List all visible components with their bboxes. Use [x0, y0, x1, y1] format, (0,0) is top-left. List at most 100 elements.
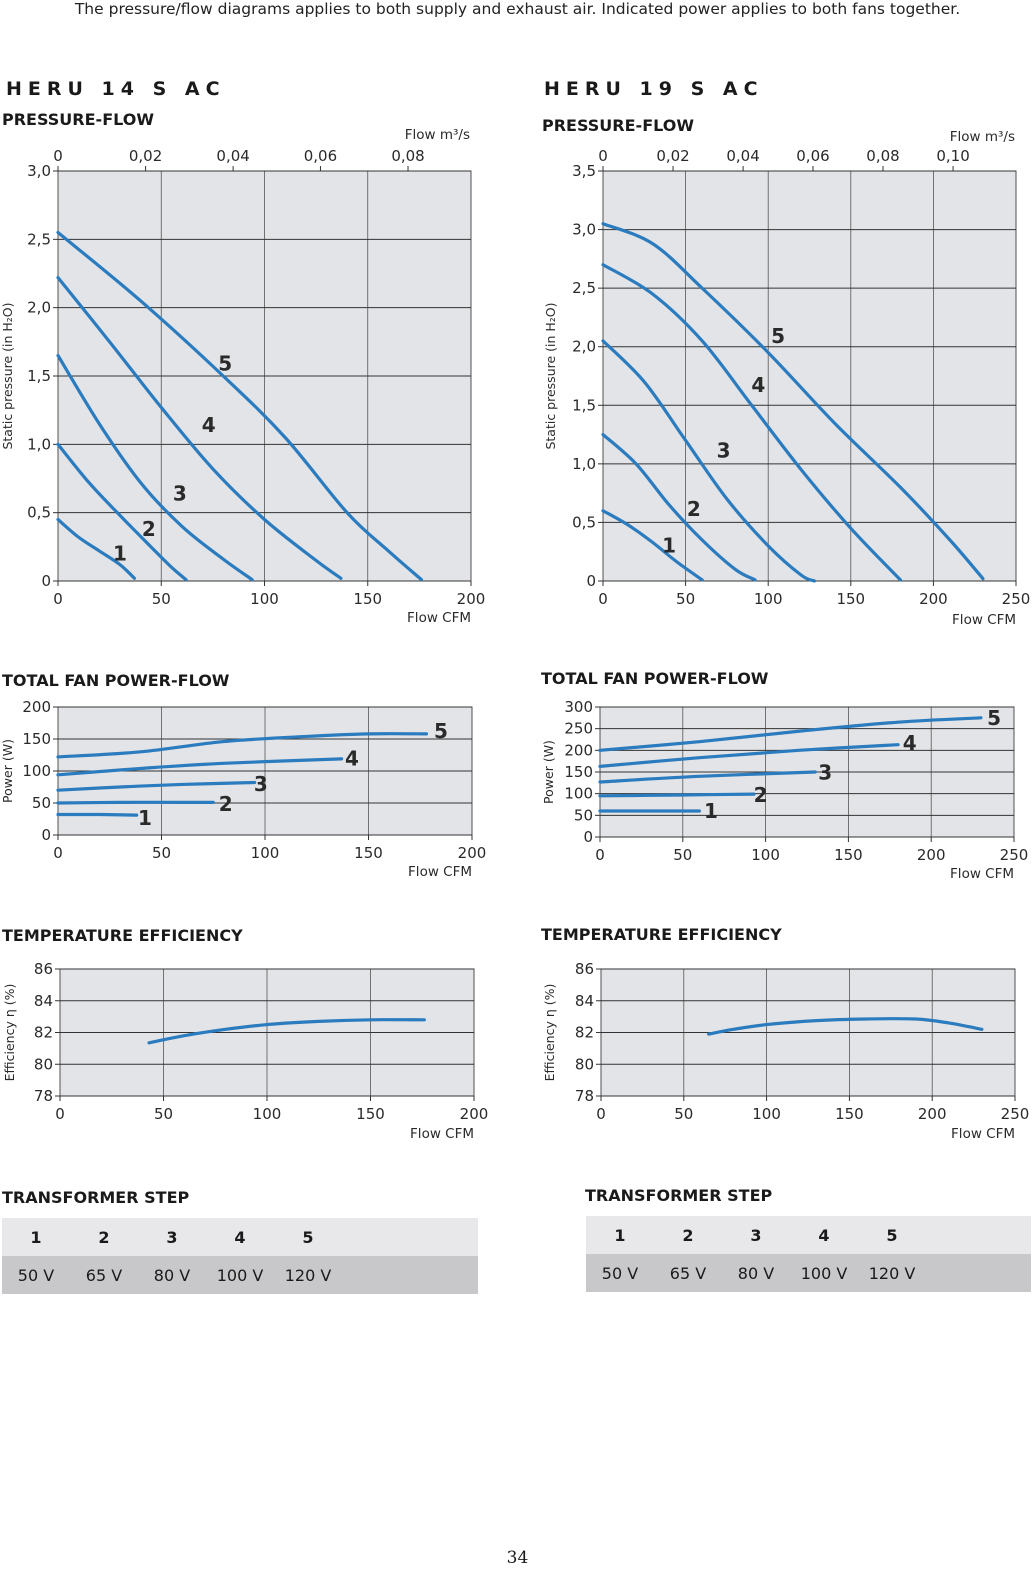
x2-tick-label: 0,06 — [796, 147, 829, 165]
step-cell: 3 — [166, 1227, 178, 1247]
voltage-cell: 65 V — [669, 1263, 707, 1283]
series-label-1: 1 — [662, 534, 676, 558]
x2-tick-label: 0,02 — [656, 147, 689, 165]
y-tick-label: 200 — [564, 741, 593, 759]
series-line-1 — [56, 812, 139, 817]
y-tick-label: 2,5 — [27, 230, 51, 248]
x-tick-label: 50 — [673, 846, 692, 864]
x-tick-label: 100 — [251, 844, 280, 862]
y-tick-label: 300 — [564, 698, 593, 716]
y-tick-label: 250 — [564, 720, 593, 738]
series-line-2 — [56, 800, 215, 805]
section-title-transformer-heru19: TRANSFORMER STEP — [585, 1186, 773, 1205]
series-line-5 — [598, 716, 983, 752]
x-tick-label: 200 — [919, 590, 948, 608]
series-line-4 — [601, 263, 902, 582]
series-line-1 — [601, 509, 704, 582]
series-line-4 — [56, 757, 344, 777]
x2-tick-label: 0,08 — [866, 147, 899, 165]
step-cell: 2 — [98, 1227, 110, 1247]
y-tick-label: 80 — [34, 1055, 53, 1073]
y-tick-label: 100 — [22, 762, 51, 780]
y-axis-label: Power (W) — [541, 740, 556, 804]
step-cell: 2 — [682, 1225, 694, 1245]
y-tick-label: 84 — [34, 992, 53, 1010]
step-cell: 4 — [234, 1227, 246, 1247]
model-title-heru19: HERU 19 S AC — [544, 78, 764, 100]
voltage-cell: 100 V — [800, 1263, 848, 1283]
series-line-3 — [601, 339, 817, 583]
transformer-steps-row: 1 2 3 4 5 — [2, 1218, 478, 1256]
y-tick-label: 150 — [22, 730, 51, 748]
y-tick-label: 78 — [34, 1087, 53, 1105]
x-tick-label: 150 — [834, 846, 863, 864]
y-tick-label: 86 — [34, 960, 53, 978]
section-title-power-heru19: TOTAL FAN POWER-FLOW — [541, 669, 769, 688]
y-tick-label: 0 — [586, 572, 596, 590]
series-label-1: 1 — [138, 806, 152, 830]
y-tick-label: 0 — [583, 828, 593, 846]
series-label-3: 3 — [254, 772, 268, 796]
y-tick-label: 200 — [22, 698, 51, 716]
plot-area — [602, 170, 1017, 582]
series-label-4: 4 — [903, 731, 917, 755]
chart-w14: 0 50 100 150 200 0 50 100 150 200 Flow CFM Power (W… — [0, 698, 486, 880]
series-label-1: 1 — [704, 799, 718, 823]
x-tick-label: 200 — [918, 1105, 947, 1123]
series-line-2 — [56, 442, 188, 582]
transformer-voltages-row: 50 V 65 V 80 V 100 V 120 V — [586, 1254, 1031, 1292]
transformer-voltages-row: 50 V 65 V 80 V 100 V 120 V — [2, 1256, 478, 1294]
x-tick-label: 0 — [596, 1105, 606, 1123]
series-line-efficiency — [147, 1018, 426, 1045]
y-tick-label: 84 — [575, 992, 594, 1010]
series-label-2: 2 — [219, 792, 233, 816]
x-tick-label: 200 — [917, 846, 946, 864]
y-tick-label: 0,5 — [572, 513, 596, 531]
x-tick-label: 150 — [354, 844, 383, 862]
x-axis-label: Flow CFM — [951, 1126, 1015, 1142]
series-line-2 — [598, 792, 756, 798]
voltage-cell: 120 V — [284, 1265, 332, 1285]
voltage-cell: 50 V — [17, 1265, 55, 1285]
series-label-3: 3 — [818, 761, 832, 785]
x-tick-label: 200 — [458, 844, 487, 862]
chart-e19: 0 50 100 150 200 250 78 80 82 84 86 Flow CFM Efficie… — [542, 960, 1029, 1142]
x-axis-label: Flow CFM — [952, 612, 1016, 628]
voltage-cell: 50 V — [601, 1263, 639, 1283]
chart-w19: 0 50 100 150 200 250 0 50 100 150 200 250 300 Flow CF… — [541, 698, 1028, 882]
section-title-efficiency-heru14: TEMPERATURE EFFICIENCY — [2, 926, 243, 945]
x-tick-label: 200 — [460, 1105, 489, 1123]
series-label-2: 2 — [142, 517, 156, 541]
series-label-5: 5 — [434, 719, 448, 743]
x-tick-label: 100 — [754, 590, 783, 608]
voltage-cell: 65 V — [85, 1265, 123, 1285]
x2-axis-label: Flow m³/s — [950, 129, 1015, 145]
y-tick-label: 100 — [564, 785, 593, 803]
y-tick-label: 0 — [41, 572, 51, 590]
series-label-5: 5 — [987, 706, 1001, 730]
x2-axis-label: Flow m³/s — [405, 127, 470, 143]
section-title-pressure-heru14: PRESSURE-FLOW — [2, 110, 154, 129]
series-line-1 — [56, 517, 137, 580]
voltage-cell: 80 V — [153, 1265, 191, 1285]
x-tick-label: 150 — [353, 590, 382, 608]
y-axis-label: Power (W) — [0, 739, 15, 803]
x-tick-label: 100 — [751, 846, 780, 864]
x2-tick-label: 0,08 — [391, 147, 424, 165]
series-line-3 — [56, 780, 257, 792]
series-line-5 — [601, 222, 985, 581]
series-label-1: 1 — [113, 542, 127, 566]
y-tick-label: 2,5 — [572, 279, 596, 297]
page-number: 34 — [506, 1548, 529, 1568]
x-tick-label: 250 — [1002, 590, 1031, 608]
y-tick-label: 2,0 — [27, 299, 51, 317]
x2-tick-label: 0,02 — [129, 147, 162, 165]
transformer-table-heru19: 1 2 3 4 5 50 V 65 V 80 V 100 V 120 V — [586, 1216, 1031, 1292]
x-tick-label: 50 — [676, 590, 695, 608]
series-label-5: 5 — [771, 324, 785, 348]
y-tick-label: 80 — [575, 1055, 594, 1073]
y-axis-label: Static pressure (in H₂O) — [543, 302, 558, 449]
step-cell: 5 — [302, 1227, 314, 1247]
